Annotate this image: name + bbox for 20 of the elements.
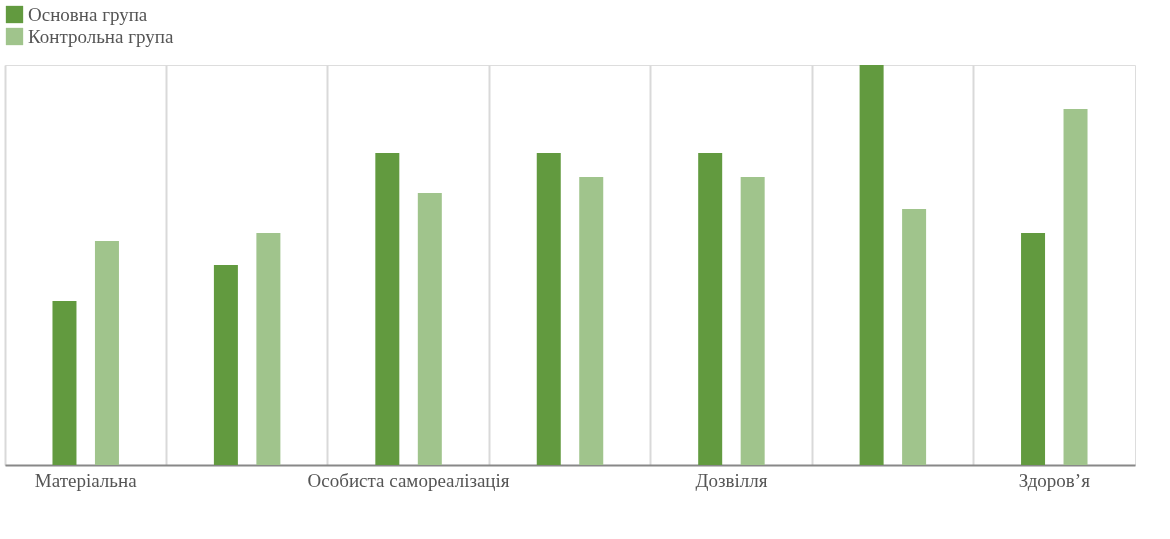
bar	[417, 193, 442, 465]
bar	[698, 153, 723, 465]
x-tick-label: Здоров’я	[1018, 469, 1091, 491]
bar	[902, 209, 927, 465]
bar	[859, 65, 884, 465]
x-tick-label: Особиста самореалізація	[307, 469, 510, 491]
bar	[256, 233, 281, 465]
bar	[1063, 109, 1088, 465]
bar	[1021, 233, 1046, 465]
x-tick-label: Дозвілля	[695, 469, 768, 491]
bar	[536, 153, 561, 465]
bar	[375, 153, 400, 465]
bar	[213, 265, 238, 465]
legend-label: Основна група	[28, 3, 148, 25]
bar	[740, 177, 765, 465]
legend-label: Контрольна група	[28, 25, 174, 47]
x-tick-label: Матеріальна	[34, 469, 138, 491]
bar	[579, 177, 604, 465]
bar	[94, 241, 119, 465]
bar	[52, 301, 77, 465]
